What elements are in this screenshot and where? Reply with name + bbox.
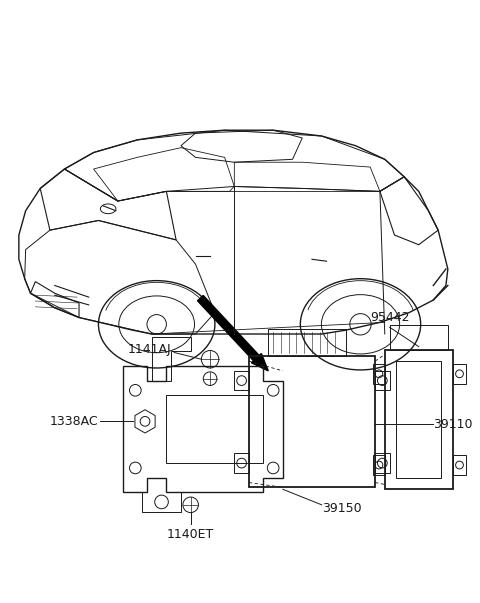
Text: 1338AC: 1338AC [50, 415, 98, 428]
Bar [453, 364, 466, 384]
Bar [234, 453, 249, 473]
Bar [375, 371, 390, 390]
Text: 1140ET: 1140ET [167, 528, 214, 541]
Bar [249, 356, 375, 487]
Bar [375, 453, 390, 473]
Bar [373, 364, 385, 384]
Text: 95442: 95442 [370, 311, 409, 324]
Bar [167, 395, 264, 463]
Bar [234, 371, 249, 390]
Bar [396, 361, 441, 478]
Bar [453, 455, 466, 475]
Text: 39150: 39150 [322, 502, 361, 515]
Bar [390, 325, 448, 350]
Text: 39110: 39110 [433, 418, 473, 431]
Text: 1141AJ: 1141AJ [128, 343, 171, 356]
Bar [385, 350, 453, 489]
Bar [268, 329, 346, 356]
FancyArrow shape [197, 295, 268, 371]
Bar [373, 455, 385, 475]
